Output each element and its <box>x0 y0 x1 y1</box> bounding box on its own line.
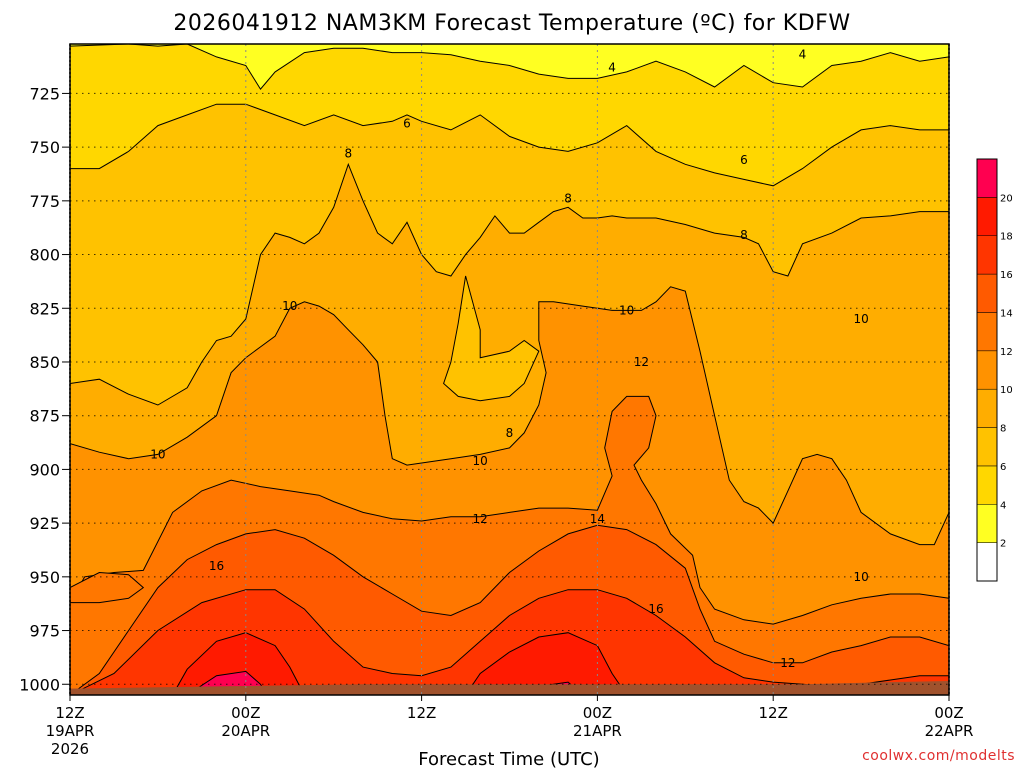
contour-pocket-0 <box>443 275 540 402</box>
x-tick-date: 20APR <box>221 722 270 740</box>
x-tick-label: 12Z <box>55 704 84 722</box>
contour-line-14 <box>70 524 949 695</box>
contour-line-4 <box>70 44 949 90</box>
colorbar-frame <box>976 158 998 582</box>
y-tick-label: 925 <box>29 514 60 533</box>
contour-label: 12 <box>780 656 795 670</box>
contour-line-12 <box>70 395 949 625</box>
contour-label: 6 <box>403 116 411 130</box>
x-tick-year: 2026 <box>51 740 89 758</box>
colorbar-tick-label: 12 <box>1000 347 1013 358</box>
contour-pocket-5 <box>70 571 145 604</box>
contour-label: 8 <box>740 228 748 242</box>
contour-line-6 <box>70 103 949 187</box>
x-axis-label: Forecast Time (UTC) <box>418 749 599 768</box>
contour-label: 6 <box>740 153 748 167</box>
colorbar-swatch <box>976 388 998 428</box>
colorbar-tick-label: 14 <box>1000 308 1013 319</box>
x-tick-label: 00Z <box>231 704 260 722</box>
contour-label: 16 <box>209 559 224 573</box>
colorbar-tick-label: 20 <box>1000 193 1013 204</box>
y-tick-label: 1000 <box>19 675 60 694</box>
colorbar-tick-label: 2 <box>1000 539 1006 550</box>
x-tick-date: 19APR <box>46 722 95 740</box>
credit-text: coolwx.com/modelts <box>862 748 1015 764</box>
colorbar-swatch <box>976 312 998 352</box>
contour-line-10 <box>70 286 949 546</box>
contour-label: 10 <box>853 312 868 326</box>
x-tick-label: 12Z <box>407 704 436 722</box>
colorbar-swatch <box>976 158 998 198</box>
contour-label: 10 <box>150 447 165 461</box>
contour-label: 8 <box>506 426 514 440</box>
band-fill-4 <box>70 44 949 90</box>
chart-title: 2026041912 NAM3KM Forecast Temperature (… <box>173 11 850 36</box>
y-tick-label: 725 <box>29 84 60 103</box>
y-tick-label: 825 <box>29 299 60 318</box>
y-tick-label: 775 <box>29 192 60 211</box>
contour-label: 12 <box>473 512 488 526</box>
contour-label: 8 <box>564 192 572 206</box>
colorbar-swatch <box>976 465 998 505</box>
y-tick-label: 975 <box>29 622 60 641</box>
x-tick-date: 21APR <box>573 722 622 740</box>
colorbar-swatch <box>976 542 998 582</box>
contour-label: 16 <box>648 602 663 616</box>
y-tick-label: 875 <box>29 407 60 426</box>
colorbar-tick-label: 16 <box>1000 270 1013 281</box>
y-axis: 725 750 775 800 825 850 875 900 925 950 975 1000 <box>19 84 70 694</box>
y-tick-label: 900 <box>29 460 60 479</box>
colorbar-tick-label: 10 <box>1000 385 1013 396</box>
x-tick-label: 00Z <box>934 704 963 722</box>
grid-lines <box>69 44 950 695</box>
colorbar-swatch <box>976 197 998 236</box>
x-tick-label: 00Z <box>583 704 612 722</box>
colorbar-tick-label: 18 <box>1000 232 1013 243</box>
x-tick-label: 12Z <box>759 704 788 722</box>
contour-label: 14 <box>590 512 605 526</box>
contour-label: 10 <box>282 299 297 313</box>
colorbar-swatch <box>976 273 998 313</box>
plot-area: 4 4 6 6 8 8 8 8 10 10 10 10 10 10 12 12 12 14 16 16 <box>69 43 950 696</box>
contour-label: 12 <box>634 355 649 369</box>
contour-label: 10 <box>473 454 488 468</box>
contour-label: 10 <box>619 303 634 317</box>
colorbar-tick-label: 4 <box>1000 500 1006 511</box>
contour-labels: 4 4 6 6 8 8 8 8 10 10 10 10 10 10 12 12 12 14 16 16 <box>150 48 868 670</box>
x-tick-date: 22APR <box>925 722 974 740</box>
contour-label: 10 <box>853 570 868 584</box>
colorbar-swatch <box>976 350 998 390</box>
colorbar-tick-label: 8 <box>1000 424 1006 435</box>
y-tick-label: 950 <box>29 568 60 587</box>
y-tick-label: 850 <box>29 353 60 372</box>
band-fill-6 <box>70 44 949 186</box>
contour-label: 8 <box>345 147 353 161</box>
colorbar-tick-label: 6 <box>1000 462 1006 473</box>
colorbar-swatch <box>976 427 998 467</box>
y-tick-label: 750 <box>29 138 60 157</box>
colorbar-swatch <box>976 504 998 543</box>
contour-line-8 <box>70 162 949 406</box>
filled-contours <box>70 44 949 695</box>
colorbar-swatch <box>976 235 998 275</box>
surface-terrain <box>70 681 949 695</box>
y-tick-label: 800 <box>29 246 60 265</box>
colorbar-legend: 2 4 6 8 10 12 14 16 18 20 <box>976 158 1013 582</box>
contour-label: 4 <box>799 48 807 62</box>
contour-label: 4 <box>608 61 616 75</box>
